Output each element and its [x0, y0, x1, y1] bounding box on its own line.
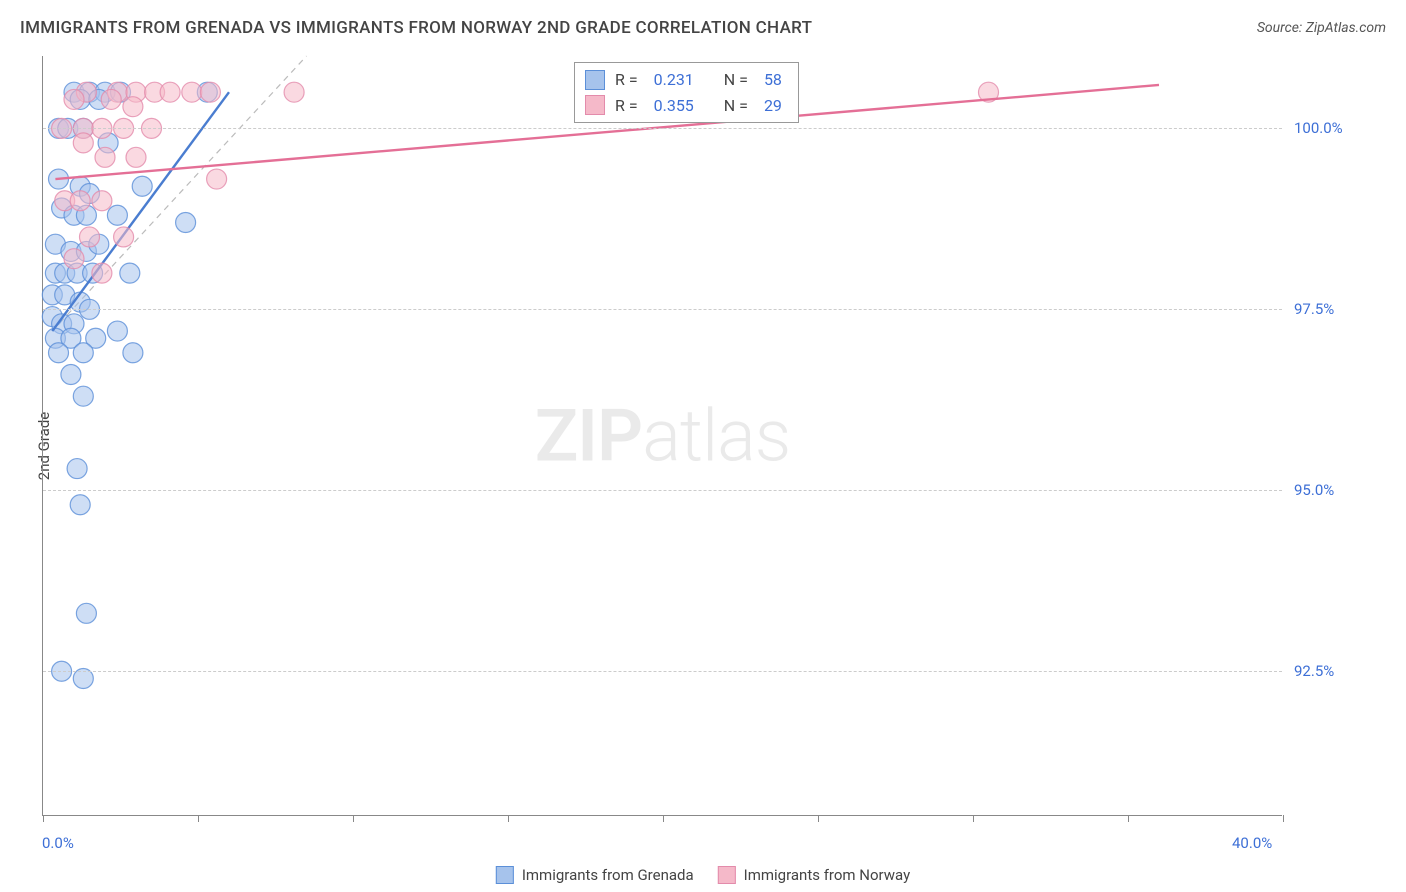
- scatter-point: [64, 249, 84, 269]
- scatter-point: [126, 147, 146, 167]
- legend-swatch-grenada: [496, 866, 514, 884]
- x-tick-mark: [973, 815, 974, 822]
- y-tick-label: 100.0%: [1294, 119, 1343, 137]
- x-tick-mark: [663, 815, 664, 822]
- scatter-point: [70, 495, 90, 515]
- y-tick-label: 92.5%: [1294, 662, 1334, 680]
- scatter-point: [61, 364, 81, 384]
- legend-swatch-norway: [718, 866, 736, 884]
- scatter-point: [67, 459, 87, 479]
- scatter-point: [92, 263, 112, 283]
- legend-label-norway: Immigrants from Norway: [744, 866, 911, 884]
- legend-item-grenada: Immigrants from Grenada: [496, 866, 694, 884]
- scatter-point: [107, 205, 127, 225]
- scatter-point: [73, 386, 93, 406]
- scatter-point: [73, 133, 93, 153]
- source-attribution: Source: ZipAtlas.com: [1257, 20, 1386, 36]
- scatter-point: [64, 89, 84, 109]
- scatter-point: [70, 191, 90, 211]
- y-tick-label: 95.0%: [1294, 481, 1334, 499]
- x-tick-label: 0.0%: [42, 834, 74, 852]
- scatter-point: [92, 191, 112, 211]
- stats-row-norway: R = 0.355 N = 29: [585, 93, 788, 119]
- x-tick-mark: [1283, 815, 1284, 822]
- scatter-point: [284, 82, 304, 102]
- scatter-point: [160, 82, 180, 102]
- gridline-h: [43, 490, 1282, 491]
- gridline-h: [43, 309, 1282, 310]
- scatter-point: [200, 82, 220, 102]
- gridline-h: [43, 128, 1282, 129]
- scatter-point: [114, 227, 134, 247]
- x-tick-label: 40.0%: [1232, 834, 1272, 852]
- gridline-h: [43, 671, 1282, 672]
- scatter-point: [120, 263, 140, 283]
- scatter-plot-area: ZIPatlas: [42, 56, 1282, 816]
- scatter-point: [76, 603, 96, 623]
- scatter-point: [207, 169, 227, 189]
- scatter-point: [95, 147, 115, 167]
- correlation-stats-box: R = 0.231 N = 58 R = 0.355 N = 29: [574, 62, 799, 123]
- scatter-point: [176, 212, 196, 232]
- x-tick-mark: [508, 815, 509, 822]
- scatter-point: [182, 82, 202, 102]
- scatter-point: [101, 89, 121, 109]
- x-tick-mark: [818, 815, 819, 822]
- legend: Immigrants from Grenada Immigrants from …: [496, 866, 910, 884]
- scatter-point: [132, 176, 152, 196]
- chart-title: IMMIGRANTS FROM GRENADA VS IMMIGRANTS FR…: [20, 18, 812, 38]
- scatter-point: [49, 343, 69, 363]
- scatter-point: [123, 97, 143, 117]
- x-tick-mark: [353, 815, 354, 822]
- y-tick-label: 97.5%: [1294, 300, 1334, 318]
- stats-row-grenada: R = 0.231 N = 58: [585, 67, 788, 93]
- legend-label-grenada: Immigrants from Grenada: [522, 866, 694, 884]
- x-tick-mark: [198, 815, 199, 822]
- x-tick-mark: [1128, 815, 1129, 822]
- scatter-point: [80, 227, 100, 247]
- plot-svg: [43, 56, 1283, 816]
- scatter-point: [107, 321, 127, 341]
- x-tick-mark: [43, 815, 44, 822]
- legend-item-norway: Immigrants from Norway: [718, 866, 911, 884]
- scatter-point: [123, 343, 143, 363]
- swatch-norway: [585, 95, 605, 115]
- scatter-point: [73, 343, 93, 363]
- swatch-grenada: [585, 70, 605, 90]
